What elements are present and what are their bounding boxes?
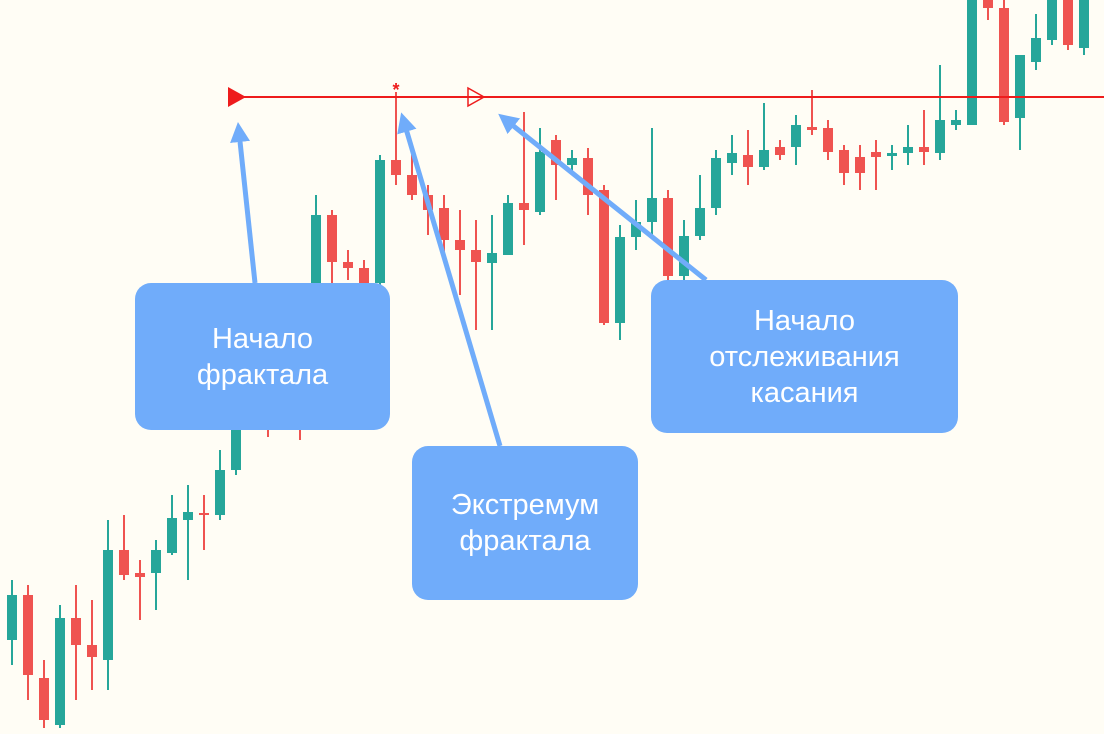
candle-body [1015,55,1025,118]
candle-body [167,518,177,553]
candle-body [711,158,721,208]
candle-body [887,153,897,156]
candle-body [855,157,865,173]
candle-body [503,203,513,255]
candle-body [535,152,545,212]
candle-body [327,215,337,262]
candle-body [455,240,465,250]
callout-text: касания [750,376,859,409]
candle-body [183,512,193,520]
candle-body [967,0,977,125]
candle-body [135,573,145,577]
candle-body [759,150,769,167]
candle-body [663,198,673,276]
start-marker [228,87,246,107]
candle-body [1047,0,1057,40]
candle-body [791,125,801,147]
candle-body [23,595,33,675]
callout-text: Экстремум [450,489,600,521]
candle-body [903,147,913,153]
candle-body [215,470,225,515]
candle-body [1031,38,1041,62]
candle-body [311,215,321,300]
candle-body [119,550,129,575]
candle-body [471,250,481,262]
candle-body [151,550,161,573]
candle-body [71,618,81,645]
candle-body [727,153,737,163]
callout-text: Начало [753,304,856,337]
candle-body [631,222,641,237]
candle-body [839,150,849,173]
candle-body [679,236,689,276]
candle-body [87,645,97,657]
candle-body [55,618,65,725]
candle-body [199,513,209,515]
candle-body [951,120,961,125]
candle-body [359,268,369,283]
candle-body [343,262,353,268]
candle-body [775,147,785,155]
callout: Начало фрактала [135,283,390,430]
candle-body [807,127,817,130]
candle-body [871,152,881,157]
candle-body [231,420,241,470]
candle-body [39,678,49,720]
callout-text: Начало [211,322,314,355]
candle-body [983,0,993,8]
candle-body [615,237,625,323]
candle-body [999,8,1009,122]
callout-text: фрактала [196,358,329,391]
candle-body [1063,0,1073,45]
candle-body [407,175,417,195]
candle-body [7,595,17,640]
candle-body [647,198,657,222]
candle-body [823,128,833,152]
candle-body [583,158,593,195]
candle-body [695,208,705,236]
callout: Начало отслеживания касания [651,280,958,433]
candle-body [487,253,497,263]
candle-body [567,158,577,165]
arrow [498,113,708,282]
callout: Экстремум фрактала [412,446,638,600]
candle-body [551,140,561,165]
extremum-marker: * [392,80,399,100]
arrow [230,122,258,284]
candle-body [103,550,113,660]
candle-body [599,190,609,323]
arrow [397,112,503,447]
candle-body [919,147,929,152]
tracking-marker [467,86,486,108]
callout-text: фрактала [459,525,591,557]
candle-body [439,208,449,240]
callout-text: отслеживания [709,340,900,373]
candle-body [375,160,385,283]
candle-body [391,160,401,175]
candle-body [935,120,945,153]
candle-body [519,203,529,210]
candle-body [743,155,753,167]
candle-body [1079,0,1089,48]
